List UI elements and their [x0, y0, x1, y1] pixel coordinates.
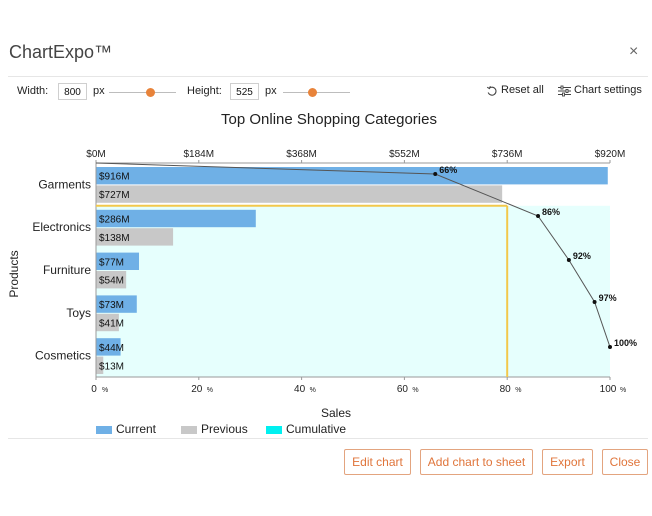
current-bar	[96, 209, 256, 228]
previous-value-label: $13M	[99, 361, 124, 372]
previous-value-label: $727M	[99, 190, 130, 201]
cumulative-point-label: 92%	[573, 251, 591, 261]
width-label: Width:	[17, 85, 49, 97]
width-unit: px	[93, 85, 105, 97]
previous-value-label: $54M	[99, 276, 124, 287]
category-label: Electronics	[32, 220, 91, 234]
close-icon[interactable]: ×	[629, 43, 639, 60]
legend-label: Previous	[201, 422, 248, 436]
legend-swatch	[181, 426, 197, 434]
width-slider-knob[interactable]	[146, 88, 155, 97]
width-input[interactable]: 800	[58, 83, 87, 100]
bottom-axis-percent-suffix: %	[207, 387, 213, 394]
previous-bar	[96, 271, 127, 289]
cumulative-point-label: 100%	[614, 338, 637, 348]
top-axis-tick-label: $736M	[492, 149, 523, 160]
top-axis-tick-label: $920M	[595, 149, 626, 160]
bottom-axis-tick-label: 0	[91, 384, 97, 395]
height-input[interactable]: 525	[230, 83, 259, 100]
legend-swatch	[96, 426, 112, 434]
current-value-label: $286M	[99, 215, 130, 226]
legend-label: Current	[116, 422, 157, 436]
bottom-axis-tick-label: 20	[191, 384, 203, 395]
pareto-bar-chart: Top Online Shopping Categories $916M $727…	[7, 111, 637, 436]
x-axis-title: Sales	[321, 406, 351, 420]
top-axis-tick-label: $552M	[389, 149, 420, 160]
previous-bar	[96, 228, 174, 246]
top-axis-tick-label: $0M	[86, 149, 105, 160]
bottom-axis-tick-label: 40	[294, 384, 306, 395]
cumulative-point	[536, 214, 541, 218]
chart-settings-label: Chart settings	[574, 84, 642, 96]
bottom-axis-percent-suffix: %	[412, 387, 418, 394]
footer-divider	[8, 438, 648, 439]
bottom-axis-tick-label: 60	[397, 384, 409, 395]
bottom-axis-percent-suffix: %	[515, 387, 521, 394]
y-axis-title: Products	[7, 250, 21, 297]
bottom-axis-tick-label: 100	[600, 384, 617, 395]
previous-value-label: $41M	[99, 319, 124, 330]
header-divider	[8, 76, 648, 77]
previous-value-label: $138M	[99, 233, 130, 244]
bottom-axis-percent-suffix: %	[310, 387, 316, 394]
category-label: Toys	[66, 306, 91, 320]
current-value-label: $73M	[99, 300, 124, 311]
category-label: Furniture	[43, 263, 91, 277]
settings-sliders-icon	[558, 85, 571, 97]
reset-all-label: Reset all	[501, 84, 544, 96]
category-label: Garments	[38, 177, 91, 191]
current-bar	[96, 338, 121, 356]
export-button[interactable]: Export	[542, 449, 593, 475]
reset-icon	[486, 85, 497, 96]
height-unit: px	[265, 85, 277, 97]
current-bar	[96, 167, 608, 185]
current-bar	[96, 295, 137, 313]
height-slider-knob[interactable]	[308, 88, 317, 97]
previous-bar	[96, 356, 104, 374]
previous-bar	[96, 313, 119, 332]
cumulative-point	[433, 172, 438, 176]
top-axis-tick-label: $368M	[286, 149, 317, 160]
chart-title: Top Online Shopping Categories	[221, 111, 437, 128]
cumulative-point-label: 86%	[542, 207, 560, 217]
add-chart-to-sheet-button[interactable]: Add chart to sheet	[420, 449, 533, 475]
top-axis-tick-label: $184M	[184, 149, 215, 160]
cumulative-point-label: 97%	[599, 293, 617, 303]
cumulative-area	[96, 205, 610, 377]
cumulative-point-label: 66%	[439, 165, 457, 175]
legend-swatch	[266, 426, 282, 434]
bottom-axis-percent-suffix: %	[620, 387, 626, 394]
previous-bar	[96, 185, 503, 203]
cumulative-point	[566, 258, 571, 262]
bottom-axis-tick-label: 80	[500, 384, 512, 395]
current-value-label: $916M	[99, 172, 130, 183]
height-label: Height:	[187, 85, 222, 97]
edit-chart-button[interactable]: Edit chart	[344, 449, 411, 475]
category-label: Cosmetics	[35, 349, 91, 363]
current-bar	[96, 252, 140, 270]
legend-label: Cumulative	[286, 422, 346, 436]
bottom-axis-percent-suffix: %	[102, 387, 108, 394]
cumulative-point	[592, 300, 597, 304]
close-button[interactable]: Close	[602, 449, 648, 475]
cumulative-point	[608, 345, 612, 349]
app-title: ChartExpo™	[9, 42, 113, 62]
width-slider-track[interactable]	[109, 92, 176, 93]
current-value-label: $44M	[99, 343, 124, 354]
cumulative-line	[95, 162, 611, 348]
current-value-label: $77M	[99, 257, 124, 268]
